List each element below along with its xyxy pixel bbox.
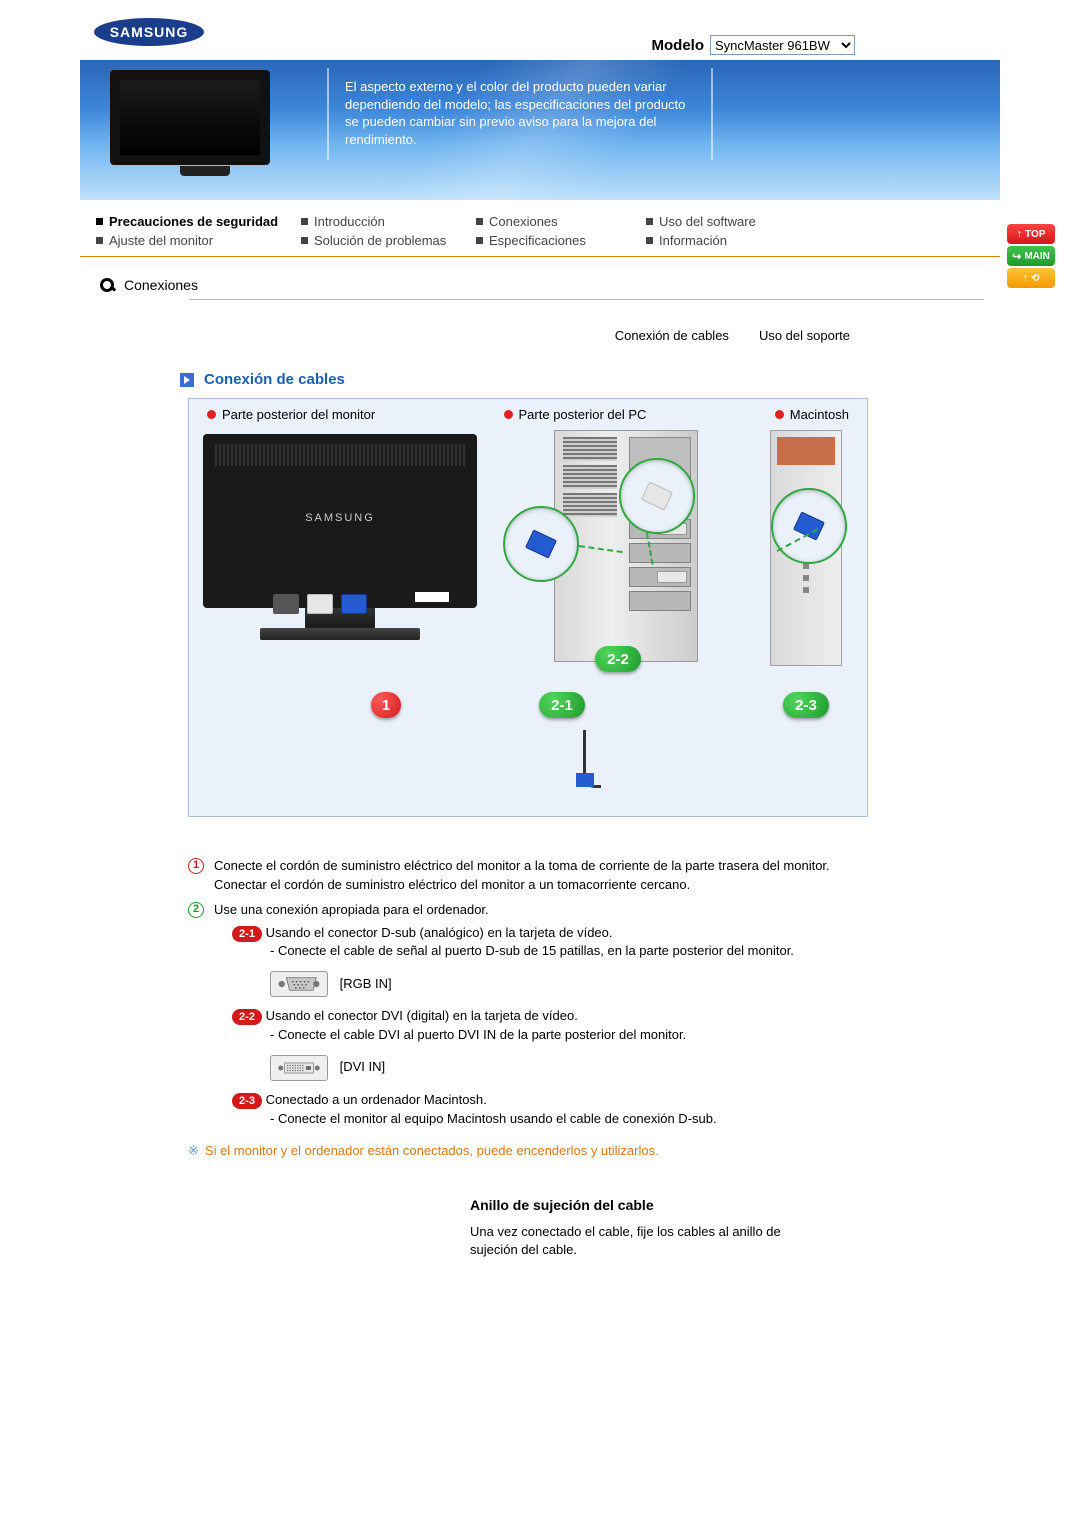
- dvi-port-image: [270, 1055, 328, 1081]
- power-plug-icon: [273, 594, 299, 614]
- subtab-conexion-cables[interactable]: Conexión de cables: [615, 328, 729, 343]
- callout-2-2: 2-2: [595, 646, 641, 672]
- banner-monitor-image: [110, 70, 300, 190]
- section-title: Conexiones: [124, 277, 198, 293]
- legend-monitor: Parte posterior del monitor: [207, 407, 375, 422]
- nav-uso-software[interactable]: Uso del software: [646, 214, 826, 229]
- step-1: 1 Conecte el cordón de suministro eléctr…: [188, 857, 888, 895]
- search-icon: [100, 278, 114, 292]
- main-nav: Precauciones de seguridad Introducción C…: [80, 200, 1000, 257]
- pill-2-1: 2-1: [232, 926, 262, 942]
- model-select[interactable]: SyncMaster 961BW: [710, 35, 855, 55]
- rgb-in-label: [RGB IN]: [340, 976, 392, 991]
- samsung-logo: SAMSUNG: [94, 18, 204, 46]
- bullet-1-icon: 1: [188, 858, 204, 874]
- top-button[interactable]: ↑TOP: [1007, 224, 1055, 244]
- nav-conexiones[interactable]: Conexiones: [476, 214, 646, 229]
- page-heading: Conexión de cables: [204, 371, 345, 388]
- callout-2-1: 2-1: [539, 692, 585, 718]
- pill-2-3: 2-3: [232, 1093, 262, 1109]
- back-icon: ⟲: [1031, 273, 1039, 284]
- hero-banner: El aspecto externo y el color del produc…: [80, 60, 1000, 200]
- nav-informacion[interactable]: Información: [646, 233, 826, 248]
- zoom-mac-vga-icon: [771, 488, 847, 564]
- nav-ajuste-monitor[interactable]: Ajuste del monitor: [96, 233, 301, 248]
- nav-especificaciones[interactable]: Especificaciones: [476, 233, 646, 248]
- cable-ring-title: Anillo de sujeción del cable: [470, 1197, 820, 1213]
- callout-1: 1: [371, 692, 401, 718]
- pill-2-2: 2-2: [232, 1009, 262, 1025]
- back-button[interactable]: ↑⟲: [1007, 268, 1055, 288]
- banner-disclaimer: El aspecto externo y el color del produc…: [345, 78, 695, 148]
- arrow-up-icon: ↑: [1017, 228, 1023, 240]
- arrow-right-icon: ↪: [1012, 250, 1021, 263]
- rgb-port-image: [270, 971, 328, 997]
- callout-2-3: 2-3: [783, 692, 829, 718]
- cable-ring-body: Una vez conectado el cable, fije los cab…: [470, 1223, 820, 1261]
- main-button[interactable]: ↪MAIN: [1007, 246, 1055, 266]
- note-icon: ※: [188, 1143, 199, 1158]
- connection-diagram: Parte posterior del monitor Parte poster…: [188, 398, 868, 817]
- subtab-uso-soporte[interactable]: Uso del soporte: [759, 328, 850, 343]
- play-icon: [180, 373, 194, 387]
- bullet-2-icon: 2: [188, 902, 204, 918]
- mac-image: [759, 430, 853, 730]
- nav-solucion-problemas[interactable]: Solución de problemas: [301, 233, 476, 248]
- nav-introduccion[interactable]: Introducción: [301, 214, 476, 229]
- model-label: Modelo: [652, 37, 705, 54]
- step-2: 2 Use una conexión apropiada para el ord…: [188, 901, 888, 1129]
- dvi-plug-icon: [307, 594, 333, 614]
- dvi-in-label: [DVI IN]: [340, 1059, 386, 1074]
- monitor-back-image: SAMSUNG: [203, 434, 477, 640]
- svg-text:SAMSUNG: SAMSUNG: [110, 24, 189, 40]
- arrow-up-icon: ↑: [1023, 272, 1029, 284]
- footnote: ※Si el monitor y el ordenador están cone…: [188, 1143, 1000, 1159]
- zoom-dvi-icon: [619, 458, 695, 534]
- legend-mac: Macintosh: [775, 407, 849, 422]
- nav-precauciones[interactable]: Precauciones de seguridad: [96, 214, 301, 229]
- zoom-vga-icon: [503, 506, 579, 582]
- legend-pc: Parte posterior del PC: [504, 407, 647, 422]
- vga-plug-icon: [341, 594, 367, 614]
